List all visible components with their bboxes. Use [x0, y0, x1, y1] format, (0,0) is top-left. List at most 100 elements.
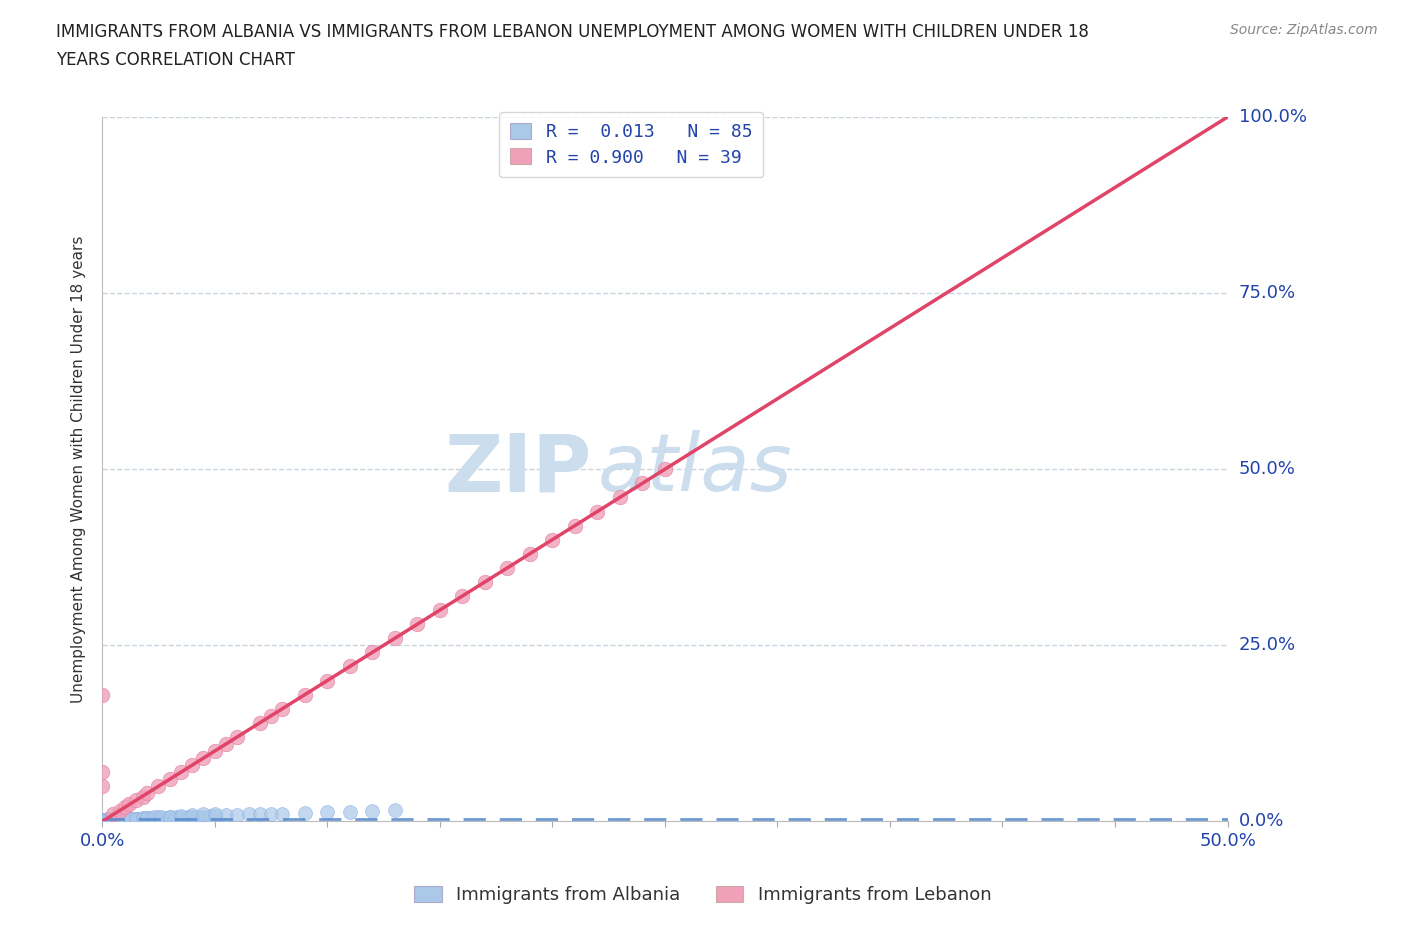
Text: 25.0%: 25.0%	[1239, 636, 1296, 655]
Point	[249, 715, 271, 730]
Point	[384, 631, 406, 645]
Point	[204, 744, 226, 759]
Point	[654, 462, 676, 477]
Point	[114, 813, 136, 828]
Point	[159, 811, 181, 826]
Point	[91, 814, 114, 829]
Point	[103, 814, 125, 829]
Point	[474, 575, 496, 590]
Point	[91, 814, 114, 829]
Point	[111, 812, 134, 827]
Point	[110, 812, 132, 827]
Point	[586, 504, 609, 519]
Point	[155, 811, 177, 826]
Point	[429, 603, 451, 618]
Point	[294, 687, 316, 702]
Point	[104, 813, 127, 828]
Point	[361, 804, 384, 818]
Point	[111, 812, 134, 827]
Point	[91, 813, 114, 828]
Point	[193, 751, 215, 765]
Point	[91, 813, 114, 828]
Point	[103, 813, 125, 828]
Point	[118, 796, 141, 811]
Point	[103, 807, 125, 822]
Point	[97, 812, 120, 827]
Text: 100.0%: 100.0%	[1239, 108, 1306, 126]
Point	[339, 804, 361, 819]
Point	[96, 814, 118, 829]
Point	[159, 772, 181, 787]
Text: YEARS CORRELATION CHART: YEARS CORRELATION CHART	[56, 51, 295, 69]
Point	[226, 807, 249, 822]
Text: 75.0%: 75.0%	[1239, 285, 1296, 302]
Point	[125, 811, 148, 826]
Point	[97, 813, 120, 828]
Point	[100, 812, 122, 827]
Point	[204, 808, 226, 823]
Point	[96, 813, 118, 828]
Point	[181, 807, 204, 822]
Point	[271, 806, 294, 821]
Point	[271, 701, 294, 716]
Text: 0.0%: 0.0%	[1239, 813, 1284, 830]
Point	[339, 659, 361, 674]
Point	[149, 810, 172, 825]
Point	[91, 687, 114, 702]
Point	[170, 810, 193, 825]
Point	[100, 814, 122, 829]
Point	[125, 812, 148, 827]
Point	[260, 806, 283, 821]
Point	[496, 561, 519, 576]
Point	[96, 812, 118, 827]
Point	[361, 645, 384, 660]
Point	[132, 811, 155, 826]
Point	[294, 805, 316, 820]
Point	[91, 814, 114, 829]
Point	[103, 812, 125, 827]
Point	[91, 764, 114, 779]
Point	[121, 811, 143, 826]
Text: IMMIGRANTS FROM ALBANIA VS IMMIGRANTS FROM LEBANON UNEMPLOYMENT AMONG WOMEN WITH: IMMIGRANTS FROM ALBANIA VS IMMIGRANTS FR…	[56, 23, 1090, 41]
Point	[110, 804, 132, 818]
Legend: Immigrants from Albania, Immigrants from Lebanon: Immigrants from Albania, Immigrants from…	[408, 879, 998, 911]
Point	[316, 673, 339, 688]
Point	[200, 808, 222, 823]
Point	[91, 814, 114, 829]
Point	[609, 490, 631, 505]
Point	[249, 807, 271, 822]
Point	[96, 814, 118, 829]
Point	[114, 800, 136, 815]
Point	[451, 589, 474, 604]
Point	[193, 807, 215, 822]
Point	[100, 814, 122, 829]
Point	[226, 729, 249, 744]
Point	[132, 790, 155, 804]
Point	[406, 617, 429, 631]
Point	[166, 810, 188, 825]
Point	[97, 814, 120, 829]
Point	[193, 809, 215, 824]
Point	[141, 811, 163, 826]
Point	[177, 809, 200, 824]
Point	[148, 810, 170, 825]
Text: atlas: atlas	[598, 431, 792, 508]
Point	[186, 809, 208, 824]
Point	[238, 807, 260, 822]
Point	[143, 810, 166, 825]
Point	[114, 812, 136, 827]
Text: 50.0%: 50.0%	[1239, 460, 1295, 478]
Point	[91, 814, 114, 829]
Point	[136, 811, 159, 826]
Point	[384, 803, 406, 817]
Point	[159, 809, 181, 824]
Text: Source: ZipAtlas.com: Source: ZipAtlas.com	[1230, 23, 1378, 37]
Point	[91, 814, 114, 829]
Point	[541, 532, 564, 547]
Legend: R =  0.013   N = 85, R = 0.900   N = 39: R = 0.013 N = 85, R = 0.900 N = 39	[499, 112, 763, 178]
Point	[132, 811, 155, 826]
Point	[114, 812, 136, 827]
Point	[181, 758, 204, 773]
Point	[91, 814, 114, 829]
Point	[148, 778, 170, 793]
